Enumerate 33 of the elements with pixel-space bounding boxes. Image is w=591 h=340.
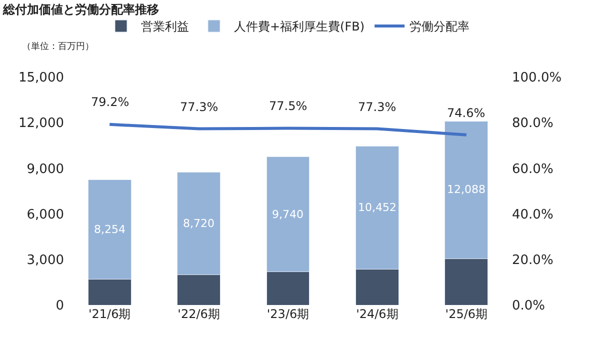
line-series	[108, 122, 468, 136]
legend-label: 労働分配率	[410, 20, 470, 34]
x-tick-label: '22/6期	[178, 307, 220, 321]
y-tick-label: 9,000	[26, 162, 64, 177]
x-tick-label: '24/6期	[356, 307, 398, 321]
legend-label: 営業利益	[141, 20, 189, 34]
data-label: 77.5%	[269, 99, 308, 113]
y-tick-label: 0	[56, 298, 64, 314]
data-label: 77.3%	[180, 100, 218, 114]
data-label: 77.3%	[358, 100, 396, 114]
y-tick-label: 12,000	[18, 116, 64, 132]
y2-tick-label: 60.0%	[512, 162, 554, 177]
total-label: 10,452	[358, 201, 396, 214]
x-tick-label: '21/6期	[88, 307, 131, 321]
y2-tick-label: 40.0%	[512, 207, 554, 222]
y2-tick-label: 0.0%	[512, 298, 546, 314]
y2-tick-label: 20.0%	[512, 252, 554, 268]
legend-label: 人件費+福利厚生費(FB)	[234, 20, 365, 34]
data-label: 74.6%	[447, 106, 486, 120]
y-tick-label: 3,000	[26, 252, 64, 268]
y-tick-label: 6,000	[26, 207, 64, 222]
y-tick-label: 15,000	[18, 70, 64, 86]
total-label: 9,740	[272, 208, 304, 221]
x-tick-label: '23/6期	[266, 307, 310, 321]
data-label: 79.2%	[91, 95, 130, 109]
y2-tick-label: 80.0%	[512, 116, 554, 132]
x-tick-label: '25/6期	[445, 307, 488, 321]
y2-tick-label: 100.0%	[512, 70, 562, 86]
total-label: 8,254	[94, 223, 126, 236]
chart-title: 総付加価値と労働分配率推移	[2, 2, 159, 16]
text: （単位：百万円）	[22, 41, 94, 52]
total-label: 8,720	[183, 217, 214, 230]
total-label: 12,088	[447, 183, 486, 196]
